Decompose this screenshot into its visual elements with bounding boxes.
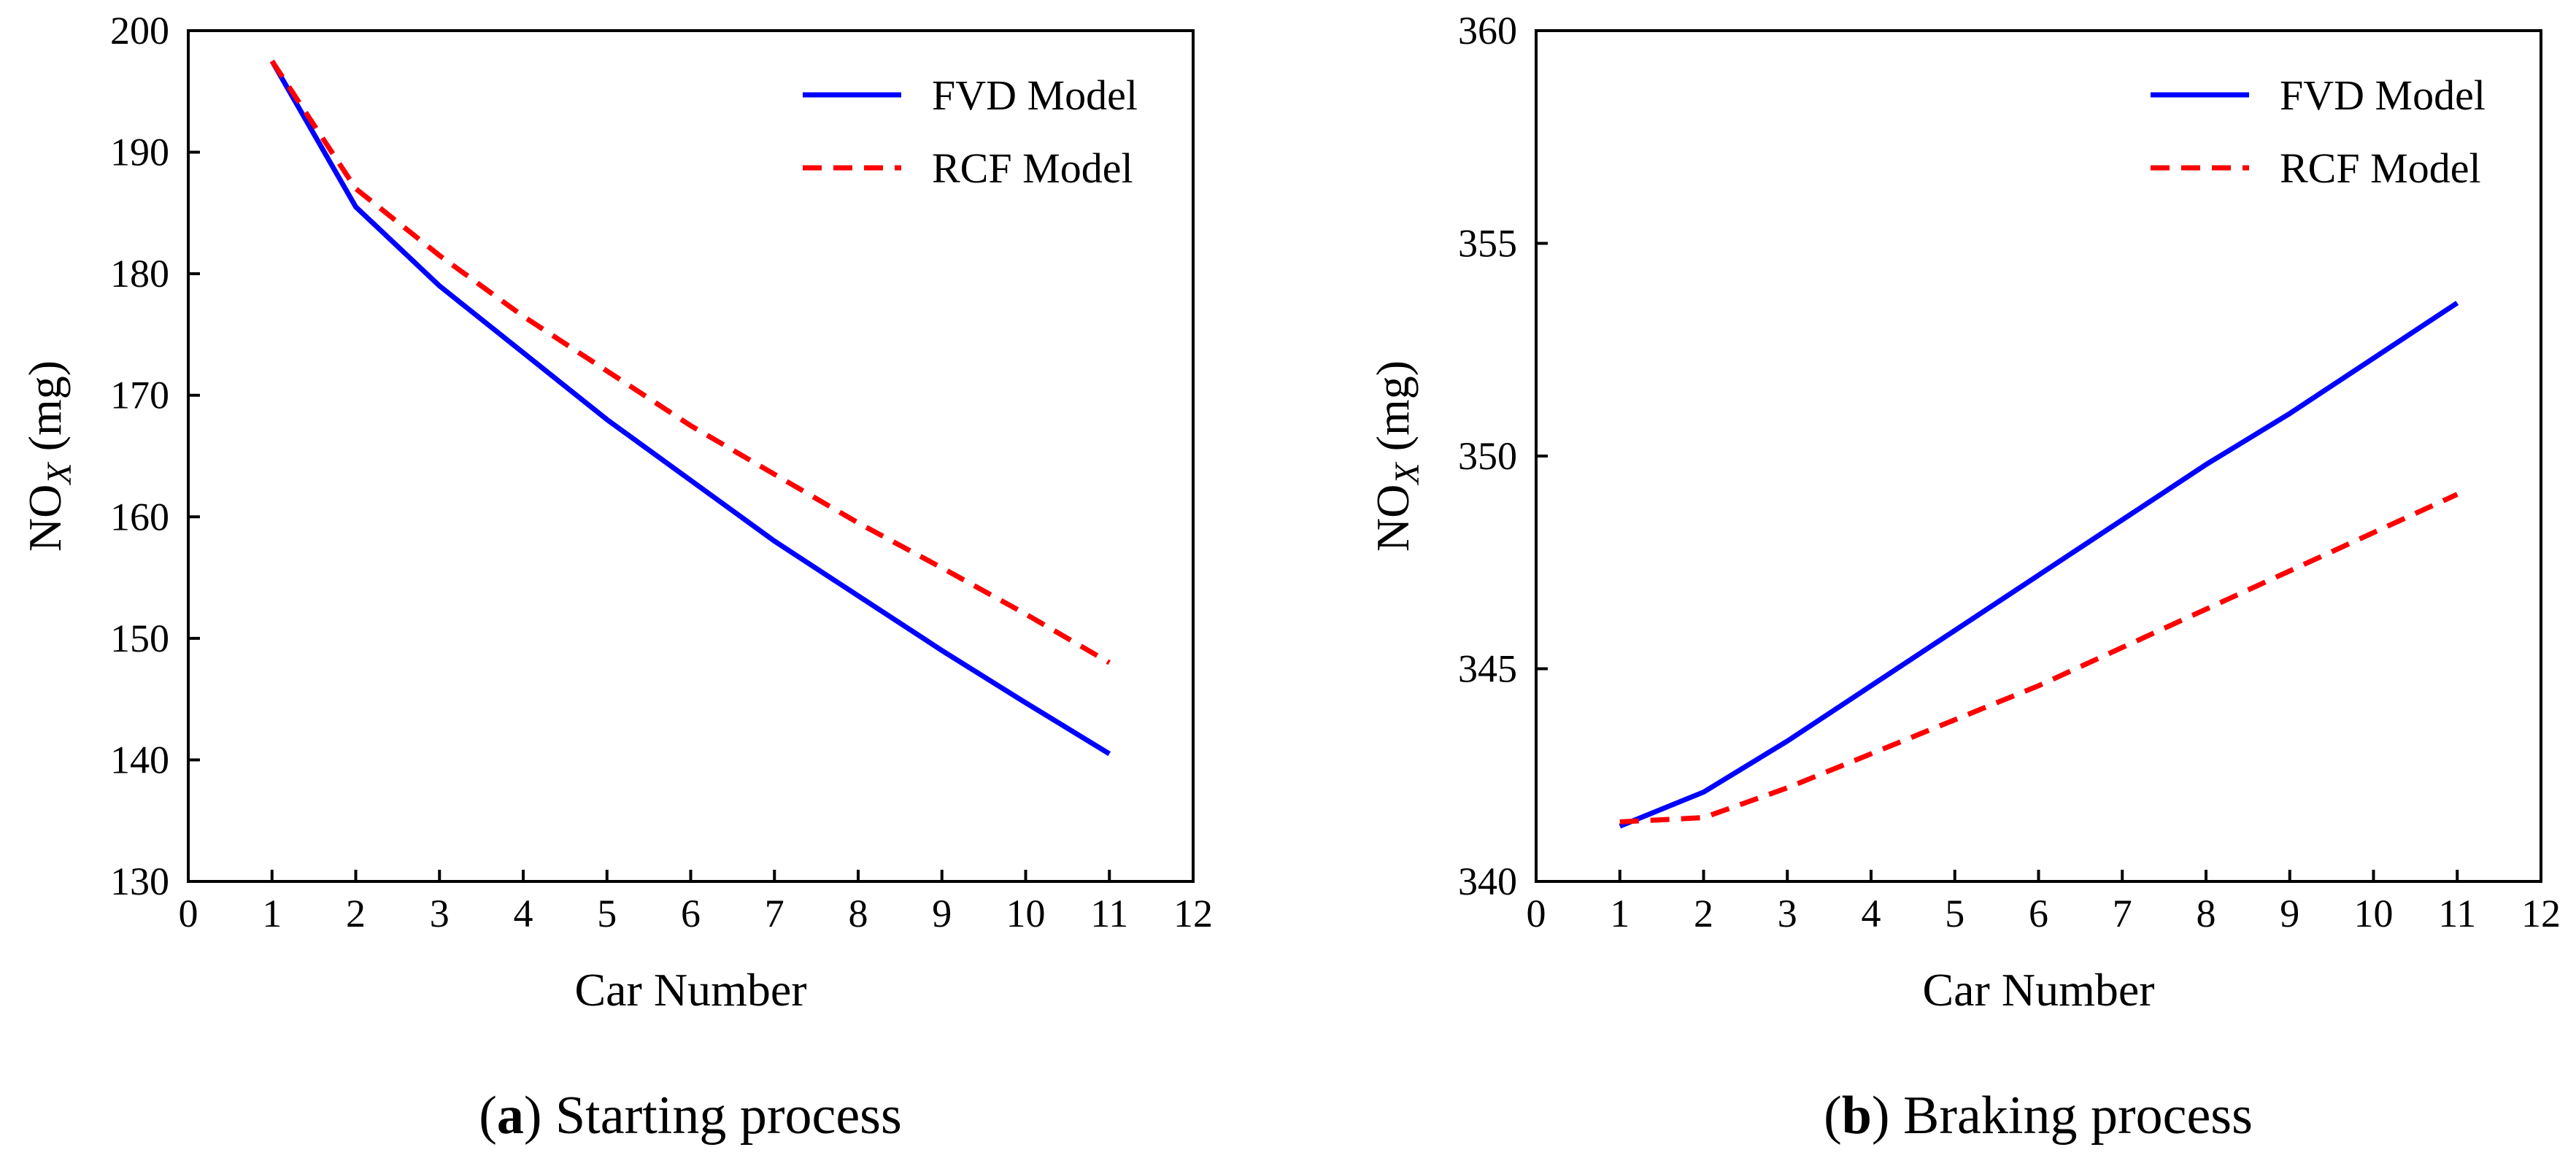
x-tick-label: 7: [2113, 892, 2132, 935]
x-tick-label: 5: [597, 892, 617, 935]
x-tick-label: 3: [430, 892, 450, 935]
y-axis-label-subscript: X: [40, 462, 79, 486]
caption-text: ) Starting process: [524, 1086, 902, 1146]
x-tick-label: 2: [1694, 892, 1713, 935]
x-tick-label: 7: [765, 892, 784, 935]
y-axis-label-subscript: X: [1388, 462, 1427, 486]
x-tick-label: 1: [1610, 892, 1630, 935]
y-tick-label: 200: [110, 9, 169, 53]
x-tick-label: 4: [514, 892, 533, 935]
caption-open-paren: (: [479, 1086, 497, 1146]
x-tick-label: 9: [2280, 892, 2299, 935]
x-tick-label: 11: [1090, 892, 1128, 935]
y-axis-label-main: NO: [19, 484, 71, 552]
y-tick-label: 150: [110, 617, 169, 660]
caption-letter: a: [497, 1086, 524, 1146]
x-tick-label: 9: [932, 892, 952, 935]
series-line-fvd: [1619, 301, 2459, 829]
legend: FVD Model RCF Model: [803, 72, 1138, 192]
x-tick-label: 1: [262, 892, 282, 935]
x-tick-label: 3: [1778, 892, 1797, 935]
series-line-rcf: [1619, 492, 2459, 825]
legend-label-rcf: RCF Model: [2280, 144, 2481, 192]
x-tick-label: 11: [2438, 892, 2476, 935]
y-tick-label: 345: [1458, 647, 1517, 691]
y-tick-label: 350: [1458, 434, 1517, 478]
series-line-rcf: [269, 59, 1111, 665]
chart-panel-a: 0 1 2 3 4 5 6 7 8 9 10 11 12130140150160170180190200…: [19, 9, 1213, 1146]
y-tick-label: 355: [1458, 222, 1517, 266]
legend: FVD Model RCF Model: [2151, 72, 2486, 192]
x-tick-label: 12: [2521, 892, 2561, 935]
x-tick-label: 4: [1862, 892, 1881, 935]
caption-letter: b: [1842, 1086, 1872, 1146]
x-tick-label: 0: [1527, 892, 1546, 935]
x-axis-label: Car Number: [1922, 964, 2154, 1016]
y-tick-label: 160: [110, 495, 169, 538]
y-tick-label: 190: [110, 131, 169, 174]
x-tick-label: 6: [2029, 892, 2048, 935]
x-tick-label: 6: [681, 892, 701, 935]
x-tick-label: 5: [1945, 892, 1964, 935]
x-tick-label: 10: [2354, 892, 2394, 935]
x-axis-label: Car Number: [574, 964, 806, 1016]
caption-open-paren: (: [1824, 1086, 1842, 1146]
y-axis-label-unit: (mg): [1367, 360, 1419, 463]
panel-caption: (a) Starting process: [479, 1086, 902, 1146]
x-tick-label: 8: [2197, 892, 2216, 935]
y-tick-label: 180: [110, 252, 169, 296]
y-axis-label-main: NO: [1367, 484, 1419, 552]
y-axis-label-unit: (mg): [19, 360, 71, 463]
y-tick-label: 340: [1458, 860, 1517, 903]
x-tick-label: 2: [346, 892, 366, 935]
x-tick-label: 0: [179, 892, 198, 935]
y-tick-label: 170: [110, 374, 169, 417]
y-tick-label: 360: [1458, 9, 1517, 53]
panel-caption: (b) Braking process: [1824, 1086, 2253, 1146]
y-axis-label: NOX (mg): [19, 360, 79, 552]
series-line-fvd: [269, 59, 1111, 757]
caption-text: ) Braking process: [1872, 1086, 2253, 1146]
y-axis-label: NOX (mg): [1367, 360, 1427, 552]
legend-label-fvd: FVD Model: [932, 72, 1138, 119]
legend-label-fvd: FVD Model: [2280, 72, 2486, 119]
y-tick-label: 130: [110, 860, 169, 903]
legend-label-rcf: RCF Model: [932, 144, 1133, 192]
x-tick-label: 12: [1173, 892, 1213, 935]
y-tick-label: 140: [110, 738, 169, 781]
x-tick-label: 8: [849, 892, 868, 935]
x-tick-label: 10: [1006, 892, 1046, 935]
